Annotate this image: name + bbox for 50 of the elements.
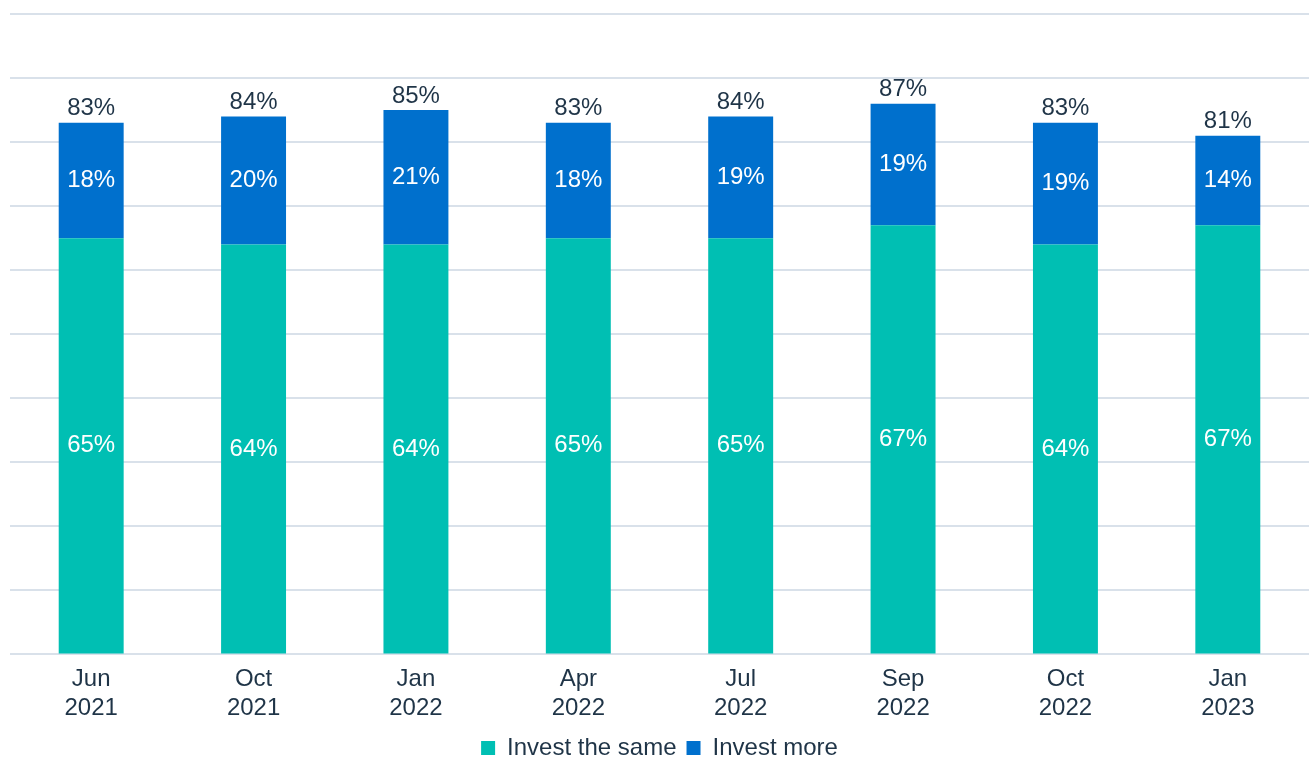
- data-label: 67%: [879, 423, 928, 451]
- data-label: 19%: [716, 161, 765, 189]
- data-label: 64%: [1041, 433, 1090, 461]
- data-label: 19%: [879, 149, 928, 177]
- bar: [1032, 244, 1098, 654]
- total-label: 83%: [1041, 93, 1090, 121]
- bar: [58, 122, 124, 239]
- legend-label: Invest the same: [507, 732, 677, 760]
- total-label: 84%: [229, 87, 278, 115]
- legend-label: Invest more: [712, 732, 838, 760]
- total-label: 83%: [67, 93, 116, 121]
- total-label: 81%: [1203, 106, 1252, 134]
- data-label: 21%: [391, 161, 440, 189]
- bar: [870, 103, 936, 226]
- data-label: 67%: [1203, 423, 1252, 451]
- x-tick-label: Oct 2022: [1038, 664, 1093, 721]
- x-tick-label: Oct 2021: [226, 664, 281, 721]
- bar: [1195, 225, 1261, 654]
- total-label: 87%: [879, 74, 928, 102]
- data-label: 20%: [229, 165, 278, 193]
- total-label: 84%: [716, 87, 765, 115]
- data-label: 65%: [67, 430, 116, 458]
- x-tick-label: Sep 2022: [876, 664, 930, 721]
- data-label: 19%: [1041, 168, 1090, 196]
- data-label: 65%: [716, 430, 765, 458]
- bar: [58, 238, 124, 654]
- data-label: 65%: [554, 430, 603, 458]
- total-label: 85%: [391, 80, 440, 108]
- bar: [221, 116, 287, 245]
- x-tick-label: Jun 2021: [64, 664, 118, 721]
- data-label: 64%: [391, 433, 440, 461]
- data-label: 14%: [1203, 165, 1252, 193]
- x-tick-label: Jan 2023: [1201, 664, 1255, 721]
- data-label: 18%: [554, 165, 603, 193]
- total-label: 83%: [554, 93, 603, 121]
- bar: [545, 122, 611, 239]
- data-label: 18%: [67, 165, 116, 193]
- x-tick-label: Jul 2022: [713, 664, 768, 721]
- bar: [708, 116, 774, 239]
- bar: [1195, 135, 1261, 226]
- x-tick-label: Apr 2022: [551, 664, 606, 721]
- bar: [221, 244, 287, 654]
- data-label: 64%: [229, 433, 278, 461]
- bar: [708, 238, 774, 654]
- bar: [383, 110, 449, 245]
- bar: [870, 225, 936, 654]
- x-tick-label: Jan 2022: [389, 664, 443, 721]
- bar: [545, 238, 611, 654]
- bar: [383, 244, 449, 654]
- bar: [1032, 122, 1098, 245]
